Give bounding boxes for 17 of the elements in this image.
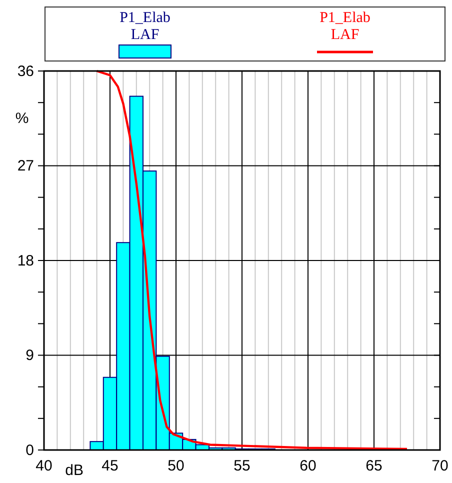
x-tick-label: 50: [168, 458, 184, 475]
x-tick-label: 65: [366, 458, 382, 475]
x-tick-label: 45: [102, 458, 118, 475]
x-tick-label: 55: [234, 458, 250, 475]
x-tick-label: 60: [300, 458, 316, 475]
text: P1_Elab LAF: [320, 10, 370, 43]
y-tick-label: 18: [17, 252, 34, 270]
x-axis-title: dB: [65, 462, 84, 479]
y-tick-label: 27: [17, 158, 34, 175]
y-tick-label: 9: [26, 347, 34, 364]
y-tick-label: 0: [26, 442, 34, 459]
y-tick-label: 36: [17, 62, 34, 80]
x-tick-label: 70: [432, 458, 448, 475]
line-series: [96, 70, 408, 450]
text: P1_Elab LAF: [120, 10, 170, 43]
x-tick-label: 40: [36, 458, 52, 475]
y-axis-title: %: [15, 110, 29, 127]
